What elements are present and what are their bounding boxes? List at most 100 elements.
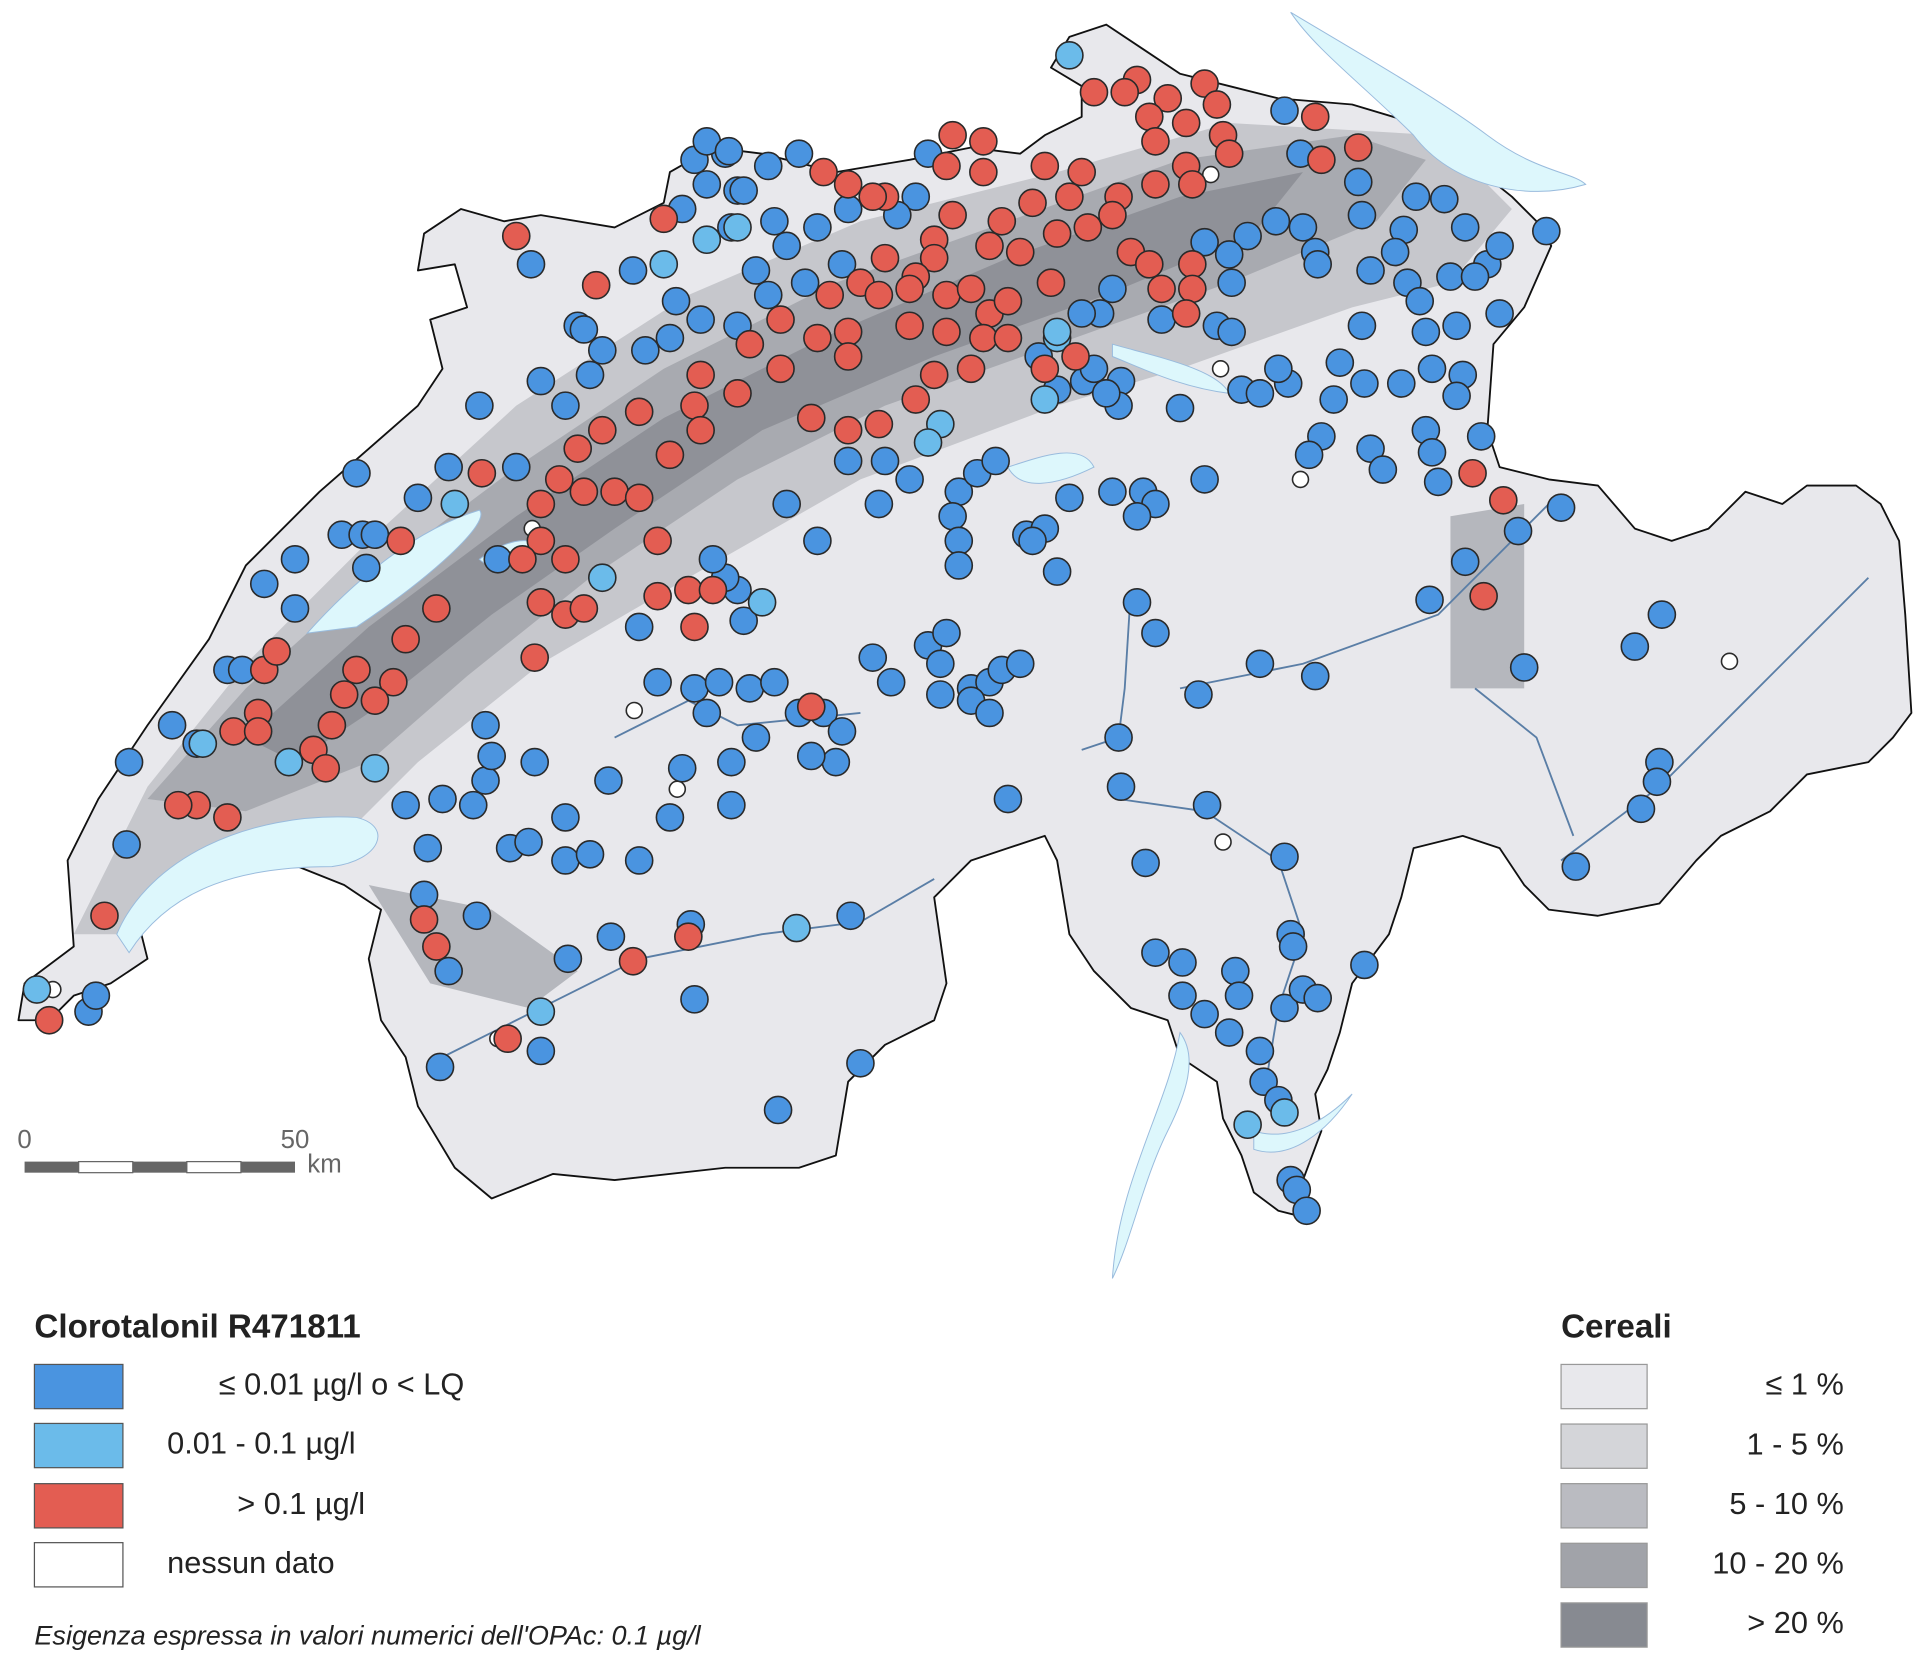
site-dot	[1270, 993, 1299, 1023]
site-dot	[1270, 842, 1299, 872]
legend-label: ≤ 1 %	[1765, 1367, 1843, 1402]
site-dot	[520, 643, 550, 672]
site-dot	[526, 489, 556, 519]
site-dot	[526, 1036, 556, 1066]
river	[1560, 577, 1870, 862]
river	[1474, 687, 1575, 837]
site-dot	[667, 753, 697, 783]
legend: Clorotalonil R471811 Cereali Esigenza es…	[33, 1308, 1844, 1651]
site-dot	[1190, 999, 1219, 1029]
site-dot	[729, 176, 758, 205]
site-dot	[422, 594, 451, 623]
site-dot	[1720, 652, 1739, 671]
site-dot	[274, 747, 304, 777]
site-dot	[803, 213, 832, 242]
site-dot	[876, 667, 906, 697]
site-dot	[1122, 501, 1152, 531]
site-dot	[692, 225, 722, 255]
site-dot	[932, 317, 961, 347]
site-dot	[360, 686, 390, 715]
site-dot	[342, 655, 371, 685]
site-dot	[649, 204, 679, 234]
site-dot	[661, 286, 691, 316]
site-dot	[717, 790, 746, 820]
site-dot	[1423, 467, 1453, 497]
legend-swatch	[1560, 1423, 1648, 1469]
site-dot	[1030, 151, 1060, 181]
legend-swatch	[1560, 1602, 1648, 1648]
site-dot	[796, 741, 826, 771]
site-dot	[1458, 458, 1487, 488]
site-dot	[668, 780, 687, 798]
site-dot	[1190, 69, 1219, 98]
site-dot	[1106, 772, 1136, 802]
site-dot	[280, 594, 310, 623]
site-dot	[1561, 852, 1591, 881]
site-dot	[993, 784, 1023, 814]
site-dot	[1233, 221, 1262, 251]
site-dot	[1620, 632, 1650, 661]
site-dot	[723, 379, 752, 408]
site-dot	[926, 680, 955, 709]
scale-segment	[240, 1161, 296, 1173]
site-dot	[1177, 170, 1207, 199]
site-dot	[493, 1024, 522, 1054]
site-dot	[1450, 547, 1480, 577]
site-dot	[1466, 422, 1496, 451]
site-dot	[471, 766, 500, 795]
site-dot	[1190, 465, 1219, 494]
legend-label: > 20 %	[1747, 1605, 1844, 1640]
site-dot	[1177, 249, 1207, 279]
legend-swatch	[33, 1422, 124, 1469]
site-dot	[81, 981, 111, 1010]
site-dot	[969, 157, 998, 187]
site-dot	[864, 280, 894, 310]
legend-label: > 0.1 µg/l	[237, 1486, 365, 1521]
river	[1081, 589, 1132, 751]
site-dot	[987, 206, 1017, 236]
site-dot	[1091, 379, 1121, 408]
site-dot	[508, 544, 537, 574]
site-dot	[467, 458, 497, 488]
site-dot	[624, 612, 654, 642]
site-dot	[649, 249, 679, 279]
legend-note: Esigenza espressa in valori numerici del…	[34, 1621, 701, 1651]
site-dot	[753, 280, 783, 310]
site-dot	[969, 127, 998, 156]
site-dot	[458, 790, 488, 820]
site-dot	[157, 710, 187, 740]
site-dot	[596, 922, 626, 951]
site-dot	[969, 323, 998, 353]
site-dot	[1429, 184, 1459, 214]
site-dot	[477, 741, 506, 771]
site-dot	[311, 753, 341, 783]
site-dot	[1300, 661, 1330, 691]
river	[1118, 798, 1304, 1082]
site-dot	[526, 366, 556, 396]
scale-label: 0	[17, 1126, 31, 1154]
site-dot	[919, 360, 949, 390]
site-dot	[772, 489, 802, 519]
site-dot	[1214, 833, 1232, 851]
site-dot	[1141, 938, 1170, 967]
site-dot	[1450, 213, 1480, 242]
site-dot	[329, 680, 359, 709]
site-dot	[763, 1095, 793, 1125]
site-dot	[434, 452, 463, 482]
site-dot	[729, 606, 758, 636]
site-dot	[163, 790, 193, 820]
site-dot	[1005, 649, 1035, 679]
site-dot	[1532, 216, 1561, 246]
site-dot	[1168, 948, 1197, 977]
site-dot	[1168, 981, 1197, 1010]
site-dot	[643, 581, 672, 611]
site-dot	[516, 249, 546, 279]
site-dot	[360, 520, 390, 550]
site-dot	[760, 206, 789, 236]
site-dot	[686, 360, 715, 390]
site-dot	[569, 315, 599, 344]
site-dot	[836, 901, 865, 931]
site-dot	[440, 489, 470, 519]
legend-swatch	[33, 1363, 124, 1410]
site-dot	[846, 1048, 875, 1078]
